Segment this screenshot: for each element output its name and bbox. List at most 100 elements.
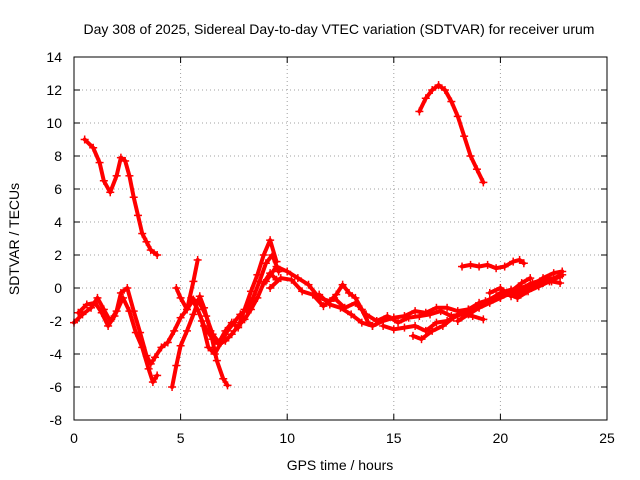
- data-point: [221, 336, 230, 345]
- data-point: [253, 293, 262, 302]
- data-point: [521, 287, 530, 296]
- data-point: [99, 176, 108, 185]
- data-series: [70, 81, 567, 391]
- data-point: [411, 321, 420, 330]
- data-point: [434, 81, 443, 90]
- data-point: [182, 326, 191, 335]
- series-trace-8: [189, 271, 279, 347]
- y-tick-label: -4: [50, 346, 63, 362]
- data-point: [472, 165, 481, 174]
- data-point: [492, 264, 501, 273]
- data-point: [438, 321, 447, 330]
- data-point: [208, 335, 217, 344]
- data-point: [479, 315, 488, 324]
- data-point: [475, 303, 484, 312]
- data-point: [80, 135, 89, 144]
- data-point: [116, 153, 125, 162]
- data-point: [89, 143, 98, 152]
- data-point: [193, 305, 202, 314]
- data-point: [144, 364, 153, 373]
- y-tick-label: -6: [50, 379, 63, 395]
- data-point: [125, 171, 134, 180]
- data-point: [172, 361, 181, 370]
- data-point: [345, 288, 354, 297]
- x-tick-label: 20: [493, 430, 509, 446]
- data-point: [558, 267, 567, 276]
- series-trace-16: [487, 269, 565, 299]
- data-point: [362, 310, 371, 319]
- y-tick-label: 8: [54, 148, 62, 164]
- data-point: [119, 293, 128, 302]
- x-tick-label: 5: [177, 430, 185, 446]
- data-point: [227, 330, 236, 339]
- data-point: [125, 307, 134, 316]
- data-point: [91, 298, 100, 307]
- data-point: [453, 317, 462, 325]
- x-tick-label: 15: [386, 430, 402, 446]
- data-point: [549, 269, 558, 278]
- data-point: [200, 321, 209, 330]
- data-point: [246, 305, 255, 314]
- data-point: [432, 318, 441, 327]
- data-point: [357, 318, 366, 327]
- data-point: [229, 318, 238, 327]
- y-tick-label: 0: [54, 280, 62, 296]
- data-point: [464, 310, 473, 319]
- x-tick-label: 10: [279, 430, 295, 446]
- x-tick-label: 0: [70, 430, 78, 446]
- data-point: [319, 302, 328, 311]
- data-point: [93, 293, 102, 302]
- data-point: [519, 259, 528, 268]
- data-point: [515, 255, 524, 264]
- data-point: [189, 310, 198, 319]
- chart-title: Day 308 of 2025, Sidereal Day-to-day VTE…: [84, 21, 595, 37]
- data-point: [146, 246, 155, 255]
- tick-labels: 0 5 10 15 20 25 -8 -6 -4 -2 0 2 4 6 8 10 12 14: [46, 49, 615, 446]
- data-point: [142, 237, 151, 246]
- data-point: [304, 280, 313, 289]
- data-point: [379, 321, 388, 330]
- data-point: [293, 274, 302, 283]
- data-point: [172, 284, 181, 292]
- data-point: [236, 310, 245, 319]
- data-point: [336, 303, 345, 312]
- data-point: [315, 290, 324, 299]
- data-point: [168, 383, 177, 391]
- data-point: [97, 308, 106, 317]
- data-point: [298, 287, 307, 296]
- data-point: [389, 313, 398, 322]
- data-point: [82, 300, 91, 309]
- data-point: [138, 343, 147, 352]
- data-point: [153, 371, 162, 380]
- y-tick-label: 12: [46, 82, 62, 98]
- data-point: [351, 298, 360, 307]
- data-point: [526, 274, 535, 283]
- data-point: [443, 303, 452, 312]
- data-point: [287, 275, 296, 284]
- y-tick-label: 14: [46, 49, 62, 65]
- data-point: [421, 308, 430, 317]
- data-point: [266, 284, 275, 292]
- data-point: [483, 260, 492, 269]
- data-point: [347, 310, 356, 319]
- data-point: [539, 279, 548, 288]
- data-point: [415, 107, 424, 116]
- data-point: [116, 288, 125, 297]
- x-tick-label: 25: [599, 430, 615, 446]
- data-point: [400, 312, 409, 321]
- data-point: [556, 279, 565, 288]
- data-point: [408, 331, 417, 340]
- data-point: [479, 178, 488, 187]
- data-point: [106, 188, 115, 197]
- data-point: [266, 236, 275, 245]
- data-point: [276, 274, 285, 283]
- data-point: [485, 298, 494, 307]
- data-point: [157, 343, 166, 352]
- data-point: [223, 326, 232, 335]
- data-point: [283, 267, 292, 276]
- data-point: [440, 86, 449, 94]
- data-point: [95, 158, 104, 167]
- data-point: [394, 318, 403, 327]
- data-point: [176, 341, 185, 350]
- y-tick-label: 4: [54, 214, 62, 230]
